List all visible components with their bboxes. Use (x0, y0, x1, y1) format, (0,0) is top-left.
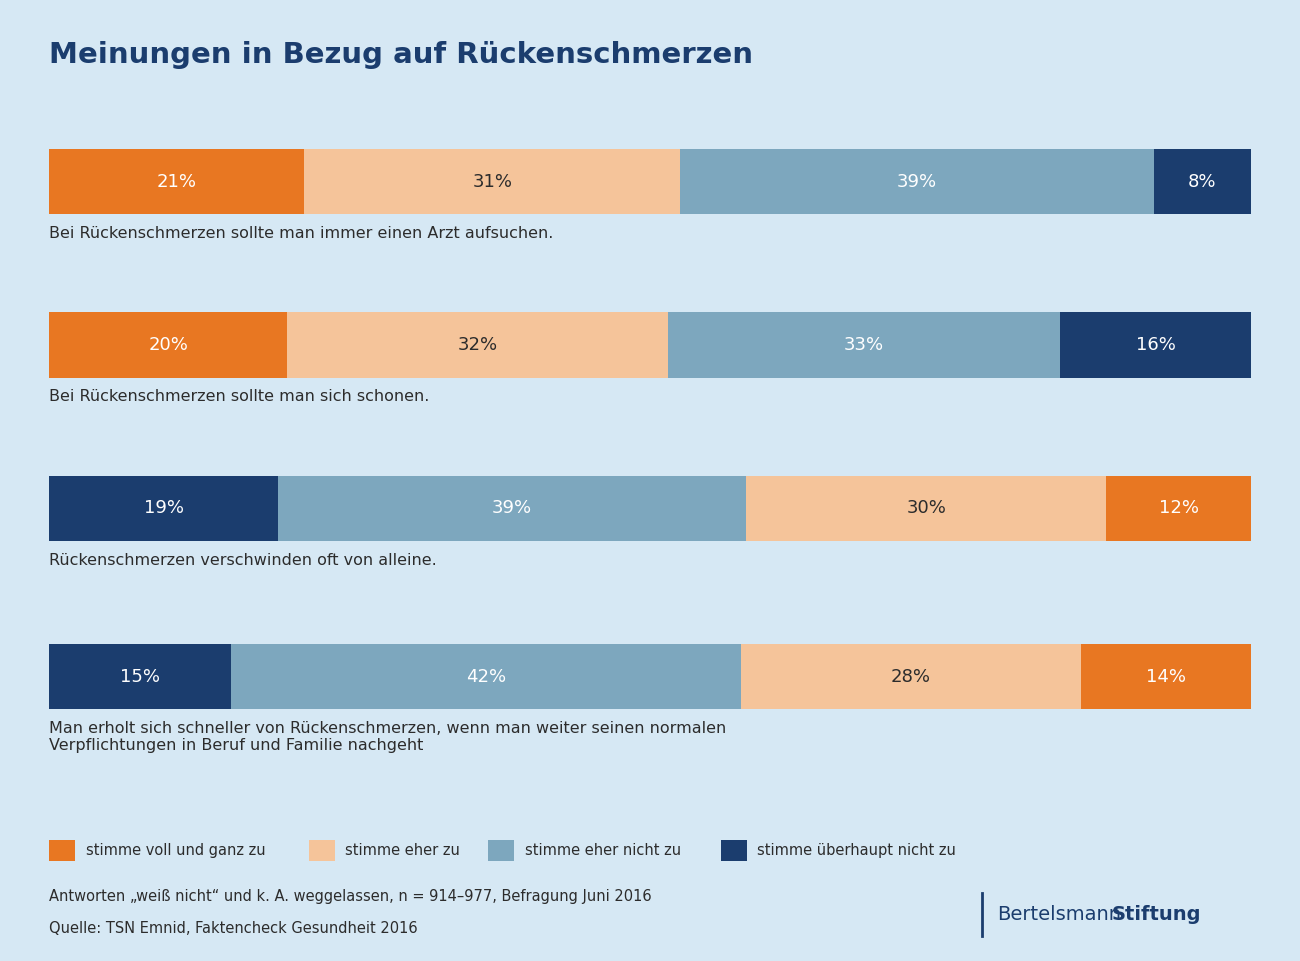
Text: stimme voll und ganz zu: stimme voll und ganz zu (86, 843, 265, 858)
Text: 32%: 32% (458, 336, 498, 354)
Text: Bertelsmann: Bertelsmann (997, 905, 1121, 924)
Text: 21%: 21% (157, 173, 196, 190)
Text: 39%: 39% (491, 500, 532, 517)
Text: stimme eher zu: stimme eher zu (344, 843, 460, 858)
Text: 39%: 39% (897, 173, 937, 190)
Text: Rückenschmerzen verschwinden oft von alleine.: Rückenschmerzen verschwinden oft von all… (49, 553, 437, 568)
Text: Antworten „weiß nicht“ und k. A. weggelassen, n = 914–977, Befragung Juni 2016: Antworten „weiß nicht“ und k. A. weggela… (49, 889, 653, 904)
Text: 33%: 33% (844, 336, 884, 354)
Text: Quelle: TSN Emnid, Faktencheck Gesundheit 2016: Quelle: TSN Emnid, Faktencheck Gesundhei… (49, 921, 419, 936)
Text: stimme überhaupt nicht zu: stimme überhaupt nicht zu (758, 843, 957, 858)
Text: 31%: 31% (472, 173, 512, 190)
Text: 16%: 16% (1135, 336, 1175, 354)
Text: 14%: 14% (1145, 668, 1186, 685)
Text: 28%: 28% (891, 668, 931, 685)
Text: Man erholt sich schneller von Rückenschmerzen, wenn man weiter seinen normalen
V: Man erholt sich schneller von Rückenschm… (49, 721, 727, 753)
Text: stimme eher nicht zu: stimme eher nicht zu (525, 843, 681, 858)
Text: Bei Rückenschmerzen sollte man sich schonen.: Bei Rückenschmerzen sollte man sich scho… (49, 389, 430, 405)
Text: 42%: 42% (467, 668, 506, 685)
Text: 8%: 8% (1188, 173, 1217, 190)
Text: 30%: 30% (906, 500, 946, 517)
Text: Meinungen in Bezug auf Rückenschmerzen: Meinungen in Bezug auf Rückenschmerzen (49, 41, 754, 69)
Text: Bei Rückenschmerzen sollte man immer einen Arzt aufsuchen.: Bei Rückenschmerzen sollte man immer ein… (49, 226, 554, 241)
Text: Stiftung: Stiftung (1112, 905, 1201, 924)
Text: 15%: 15% (121, 668, 160, 685)
Text: 12%: 12% (1158, 500, 1199, 517)
Text: 19%: 19% (143, 500, 183, 517)
Text: 20%: 20% (148, 336, 188, 354)
